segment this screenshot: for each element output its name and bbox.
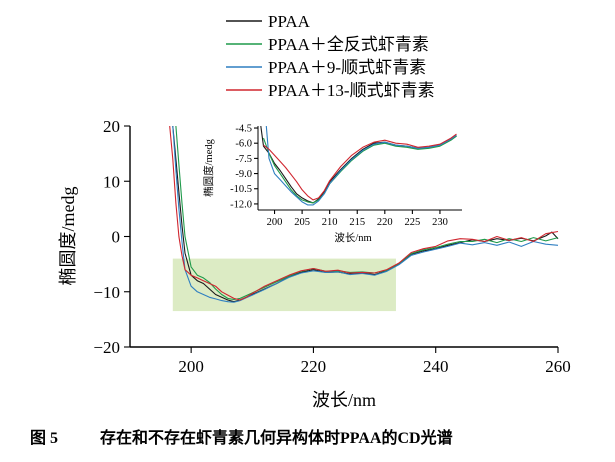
inset-series-line-3	[265, 126, 457, 206]
y-tick-label: 0	[112, 228, 121, 247]
main-series-line-3	[172, 126, 559, 303]
inset-x-tick-label: 215	[349, 217, 365, 228]
main-series-line-4	[169, 126, 559, 301]
y-tick-label: −20	[93, 338, 120, 357]
inset-x-tick-label: 225	[405, 217, 421, 228]
inset-y-tick-label: -9.0	[235, 169, 252, 180]
main-plot: 200 220 240 260 20 10 0 −10 −20 波长/nm 椭圆度/medg	[58, 117, 571, 410]
x-tick-label: 220	[301, 357, 327, 376]
inset-series-lines	[260, 126, 457, 206]
inset-plot: 200 205 210 215 220 225 230 -4.5 -6.0 -7.5 -9.0 -10…	[202, 124, 462, 244]
legend-label-1: PPAA	[268, 12, 311, 31]
inset-y-tick-label: -10.5	[230, 184, 252, 195]
inset-y-tick-label: -6.0	[235, 139, 252, 150]
legend-label-3: PPAA＋9-顺式虾青素	[268, 58, 426, 77]
legend: PPAA PPAA＋全反式虾青素 PPAA＋9-顺式虾青素 PPAA＋13-顺式虾青素	[226, 12, 435, 100]
inset-series-line-4	[263, 133, 457, 201]
legend-label-2: PPAA＋全反式虾青素	[268, 35, 429, 54]
y-tick-label: 10	[103, 172, 120, 191]
main-series-lines	[169, 126, 559, 303]
y-tick-label: 20	[103, 117, 120, 136]
figure-caption-label: 图 5	[30, 429, 58, 447]
inset-ticks: 200 205 210 215 220 225 230 -4.5 -6.0 -7.5 -9.0 -10…	[230, 124, 448, 228]
x-tick-label: 240	[423, 357, 449, 376]
y-tick-label: −10	[93, 283, 120, 302]
inset-x-tick-label: 200	[267, 217, 283, 228]
inset-y-axis-label: 椭圆度/medg	[202, 138, 215, 196]
inset-y-tick-label: -4.5	[235, 124, 252, 135]
main-y-axis-label: 椭圆度/medg	[58, 187, 78, 286]
inset-x-tick-label: 205	[294, 217, 310, 228]
main-ticks: 200 220 240 260 20 10 0 −10 −20	[93, 117, 570, 376]
inset-x-tick-label: 220	[377, 217, 393, 228]
highlight-region	[172, 258, 396, 312]
inset-x-tick-label: 230	[432, 217, 448, 228]
inset-x-axis-label: 波长/nm	[334, 231, 371, 244]
x-tick-label: 260	[545, 357, 571, 376]
x-tick-label: 200	[178, 357, 204, 376]
legend-label-4: PPAA＋13-顺式虾青素	[268, 81, 435, 100]
inset-x-tick-label: 210	[322, 217, 338, 228]
inset-y-tick-label: -12.0	[230, 199, 252, 210]
main-x-axis-label: 波长/nm	[312, 390, 376, 410]
inset-y-tick-label: -7.5	[235, 154, 252, 165]
figure-caption-text: 存在和不存在虾青素几何异构体时PPAA的CD光谱	[100, 428, 453, 447]
